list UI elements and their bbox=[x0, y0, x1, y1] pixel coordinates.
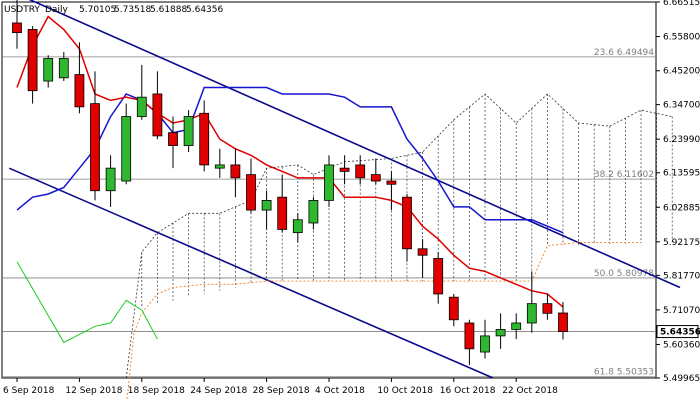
bearish-candle bbox=[464, 322, 475, 350]
bullish-candle bbox=[324, 164, 334, 201]
bearish-candle bbox=[230, 164, 241, 179]
x-axis-tick-label: 28 Sep 2018 bbox=[253, 386, 310, 396]
bearish-candle bbox=[152, 93, 163, 137]
bullish-candle bbox=[43, 58, 54, 82]
fib-level-label: 38.2 6.11602 bbox=[594, 170, 654, 180]
bearish-candle bbox=[402, 196, 412, 250]
bullish-candle bbox=[183, 116, 194, 146]
x-axis-tick-label: 16 Oct 2018 bbox=[440, 386, 496, 396]
bearish-candle bbox=[74, 74, 85, 108]
bearish-candle bbox=[386, 180, 397, 185]
bearish-candle bbox=[90, 103, 100, 192]
bullish-candle bbox=[526, 303, 537, 324]
y-axis-tick-label: 6.02885 bbox=[663, 203, 700, 213]
y-axis-tick-label: 5.49965 bbox=[663, 374, 700, 384]
y-axis-tick-label: 6.23990 bbox=[663, 135, 700, 145]
bearish-candle bbox=[168, 132, 178, 146]
bullish-candle bbox=[261, 200, 272, 211]
green-line bbox=[16, 261, 158, 344]
chart-timeframe-label: Daily bbox=[45, 5, 68, 15]
bearish-candle bbox=[542, 303, 553, 314]
bearish-candle bbox=[558, 312, 568, 332]
x-axis-tick-label: 18 Sep 2018 bbox=[128, 386, 185, 396]
bearish-candle bbox=[199, 112, 210, 166]
bearish-candle bbox=[27, 29, 38, 92]
ohlc-open-value: 5.70105 bbox=[79, 5, 116, 15]
bullish-candle bbox=[136, 96, 147, 117]
y-axis-tick-label: 5.71070 bbox=[663, 306, 700, 316]
y-axis-tick-label: 6.34700 bbox=[663, 101, 700, 111]
y-axis-tick-label: 5.92175 bbox=[663, 238, 700, 248]
fib-level-label: 50.0 5.80978 bbox=[594, 269, 654, 279]
ohlc-high-value: 5.73518 bbox=[114, 5, 151, 15]
x-axis-tick-label: 12 Sep 2018 bbox=[65, 386, 122, 396]
bullish-candle bbox=[308, 200, 319, 224]
bearish-candle bbox=[246, 174, 256, 211]
bullish-candle bbox=[480, 335, 490, 353]
bearish-candle bbox=[277, 196, 288, 230]
y-axis-tick-label: 6.45200 bbox=[663, 67, 700, 77]
chart-symbol-label: USDTRY bbox=[4, 5, 40, 15]
bullish-candle bbox=[292, 219, 303, 234]
x-axis-tick-label: 6 Sep 2018 bbox=[3, 386, 55, 396]
blue-line bbox=[16, 86, 564, 234]
orange-dotted-line bbox=[126, 241, 641, 404]
bearish-candle bbox=[12, 22, 22, 34]
bullish-candle bbox=[495, 329, 506, 337]
bearish-candle bbox=[355, 164, 366, 179]
bullish-candle bbox=[214, 164, 225, 169]
x-axis-tick-label: 24 Sep 2018 bbox=[190, 386, 247, 396]
x-axis-tick-label: 4 Oct 2018 bbox=[315, 386, 365, 396]
y-axis-tick-label: 6.55800 bbox=[663, 33, 700, 43]
ohlc-close-value: 5.64356 bbox=[186, 5, 223, 15]
bearish-candle bbox=[417, 248, 428, 256]
bullish-candle bbox=[121, 116, 132, 182]
bearish-candle bbox=[433, 258, 444, 295]
x-axis-tick-label: 10 Oct 2018 bbox=[377, 386, 433, 396]
bullish-candle bbox=[105, 167, 116, 192]
bearish-candle bbox=[448, 296, 459, 321]
trendline bbox=[8, 167, 494, 379]
ohlc-low-value: 5.61888 bbox=[150, 5, 187, 15]
x-axis-tick-label: 22 Oct 2018 bbox=[502, 386, 558, 396]
bullish-candle bbox=[58, 58, 69, 79]
y-axis-tick-label: 6.66515 bbox=[663, 0, 700, 8]
red-line bbox=[16, 15, 564, 308]
y-axis-tick-label: 5.81770 bbox=[663, 271, 700, 281]
bearish-candle bbox=[370, 174, 381, 182]
bearish-candle bbox=[339, 167, 350, 172]
bullish-candle bbox=[511, 322, 522, 330]
current-price-tag bbox=[656, 325, 699, 339]
fib-level-label: 61.8 5.50353 bbox=[594, 368, 654, 378]
current-price-label: 5.64356 bbox=[660, 328, 700, 338]
trendline bbox=[28, 0, 681, 289]
y-axis-tick-label: 6.13595 bbox=[663, 169, 700, 179]
fib-level-label: 23.6 6.49494 bbox=[594, 48, 654, 58]
y-axis-tick-label: 5.60360 bbox=[663, 340, 700, 350]
cloud-top-line bbox=[125, 93, 673, 378]
